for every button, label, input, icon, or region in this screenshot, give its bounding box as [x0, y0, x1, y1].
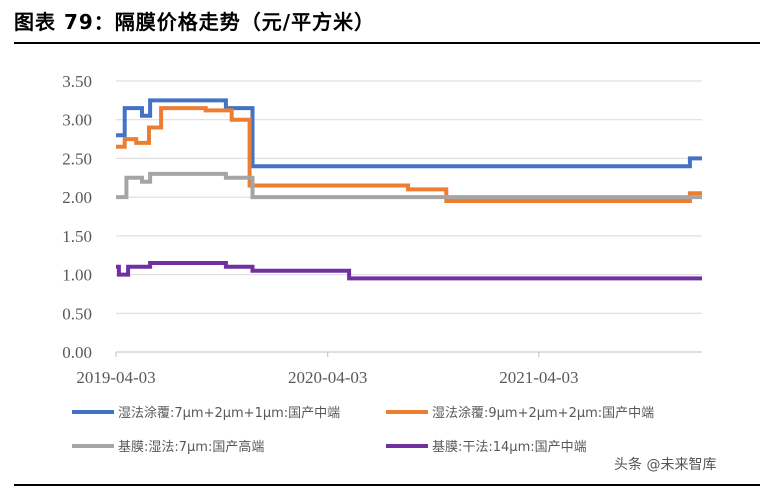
title-divider [14, 42, 760, 44]
y-tick-label: 2.00 [62, 188, 92, 207]
y-tick-label: 1.50 [62, 227, 92, 246]
legend-item-series-1: 湿法涂覆:7μm+2μm+1μm:国产中端 [72, 402, 340, 421]
legend-swatch-series-4 [386, 443, 428, 448]
series-line-2 [116, 106, 702, 203]
y-tick-label: 2.50 [62, 149, 92, 168]
x-tick-label: 2019-04-03 [76, 368, 155, 387]
bottom-divider [14, 484, 760, 486]
legend-item-series-4: 基膜:干法:14μm:国产中端 [386, 436, 587, 455]
y-tick-label: 1.00 [62, 266, 92, 285]
x-tick-label: 2020-04-03 [288, 368, 367, 387]
series-line-4 [116, 261, 702, 281]
legend-label-series-4: 基膜:干法:14μm:国产中端 [432, 440, 587, 455]
legend-label-series-1: 湿法涂覆:7μm+2μm+1μm:国产中端 [118, 406, 341, 421]
legend-swatch-series-1 [72, 409, 114, 414]
series-line-1 [116, 98, 702, 169]
legend-item-series-2: 湿法涂覆:9μm+2μm+2μm:国产中端 [386, 402, 654, 421]
x-tick-label: 2021-04-03 [499, 368, 578, 387]
y-tick-label: 0.50 [62, 304, 92, 323]
y-tick-label: 0.00 [62, 343, 92, 362]
y-tick-label: 3.00 [62, 111, 92, 130]
legend-swatch-series-3 [72, 443, 114, 448]
line-chart: 0.00 0.50 1.00 1.50 2.00 2.50 3.00 3.50 2019-04-… [62, 72, 702, 387]
legend-item-series-3: 基膜:湿法:7μm:国产高端 [72, 436, 264, 455]
legend-label-series-2: 湿法涂覆:9μm+2μm+2μm:国产中端 [432, 406, 655, 421]
legend-swatch-series-2 [386, 409, 428, 414]
y-tick-label: 3.50 [62, 72, 92, 91]
legend-label-series-3: 基膜:湿法:7μm:国产高端 [118, 440, 265, 455]
watermark: 头条 @未来智库 [614, 457, 717, 473]
series-line-3 [116, 171, 702, 200]
chart-title: 图表 79：隔膜价格走势（元/平方米） [14, 10, 376, 34]
